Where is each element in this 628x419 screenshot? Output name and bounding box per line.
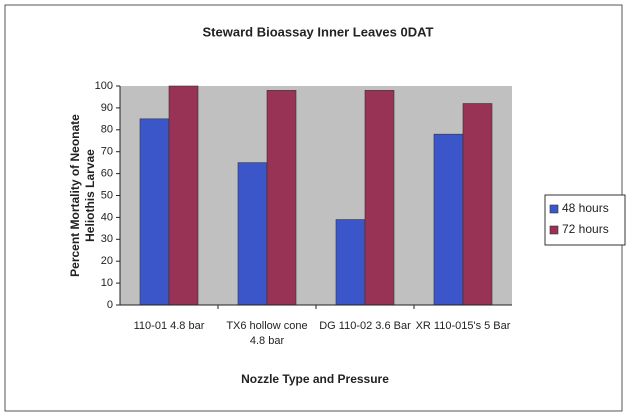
bar	[364, 90, 395, 306]
bar	[433, 133, 464, 306]
y-tick-label: 80	[101, 124, 113, 136]
legend-swatch	[549, 204, 559, 214]
x-axis-label: Nozzle Type and Pressure	[241, 372, 389, 386]
legend-label: 48 hours	[562, 201, 609, 215]
bar	[237, 162, 268, 306]
chart-title: Steward Bioassay Inner Leaves 0DAT	[203, 24, 434, 39]
y-axis-label: Percent Mortality of Neonate	[68, 114, 82, 277]
legend-label: 72 hours	[562, 222, 609, 236]
y-tick-label: 20	[101, 255, 113, 267]
y-tick-label: 60	[101, 168, 113, 180]
y-tick-label: 100	[95, 80, 113, 92]
y-tick-label: 0	[107, 299, 113, 311]
x-tick-label: DG 110-02 3.6 Bar	[319, 320, 411, 332]
y-tick-label: 40	[101, 211, 113, 223]
bar	[139, 118, 170, 306]
y-tick-label: 30	[101, 233, 113, 245]
bar	[266, 90, 297, 306]
x-tick-label: XR 110-015's 5 Bar	[415, 320, 511, 332]
legend-swatch	[549, 225, 559, 235]
x-tick-label: TX6 hollow cone 4.8 bar	[226, 320, 308, 347]
y-tick-label: 10	[101, 277, 113, 289]
y-tick-label: 90	[101, 102, 113, 114]
x-tick-label: 110-01 4.8 bar	[133, 320, 205, 332]
bar	[462, 103, 493, 306]
bar	[335, 219, 366, 306]
y-tick-label: 70	[101, 146, 113, 158]
legend-box	[544, 194, 626, 246]
y-axis-label: Heliothis Larvae	[83, 149, 97, 242]
y-tick-label: 50	[101, 189, 113, 201]
bar	[168, 85, 199, 306]
